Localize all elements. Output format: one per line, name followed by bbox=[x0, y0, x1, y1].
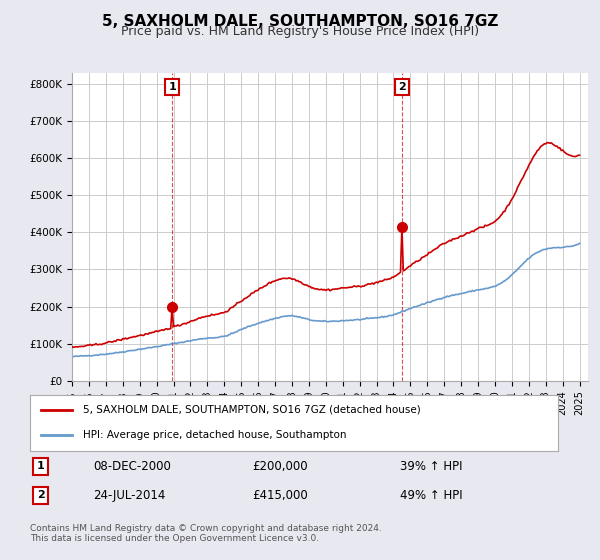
Text: Price paid vs. HM Land Registry's House Price Index (HPI): Price paid vs. HM Land Registry's House … bbox=[121, 25, 479, 38]
Text: 49% ↑ HPI: 49% ↑ HPI bbox=[400, 489, 462, 502]
Text: 1: 1 bbox=[168, 82, 176, 92]
Text: 08-DEC-2000: 08-DEC-2000 bbox=[94, 460, 171, 473]
Text: £200,000: £200,000 bbox=[252, 460, 307, 473]
Text: 2: 2 bbox=[398, 82, 406, 92]
Text: 5, SAXHOLM DALE, SOUTHAMPTON, SO16 7GZ: 5, SAXHOLM DALE, SOUTHAMPTON, SO16 7GZ bbox=[102, 14, 498, 29]
Text: 1: 1 bbox=[37, 461, 44, 472]
Text: 24-JUL-2014: 24-JUL-2014 bbox=[94, 489, 166, 502]
Text: 5, SAXHOLM DALE, SOUTHAMPTON, SO16 7GZ (detached house): 5, SAXHOLM DALE, SOUTHAMPTON, SO16 7GZ (… bbox=[83, 405, 421, 415]
Text: £415,000: £415,000 bbox=[252, 489, 308, 502]
Text: 2: 2 bbox=[37, 491, 44, 501]
Text: Contains HM Land Registry data © Crown copyright and database right 2024.
This d: Contains HM Land Registry data © Crown c… bbox=[30, 524, 382, 543]
Text: HPI: Average price, detached house, Southampton: HPI: Average price, detached house, Sout… bbox=[83, 430, 346, 440]
Text: 39% ↑ HPI: 39% ↑ HPI bbox=[400, 460, 462, 473]
